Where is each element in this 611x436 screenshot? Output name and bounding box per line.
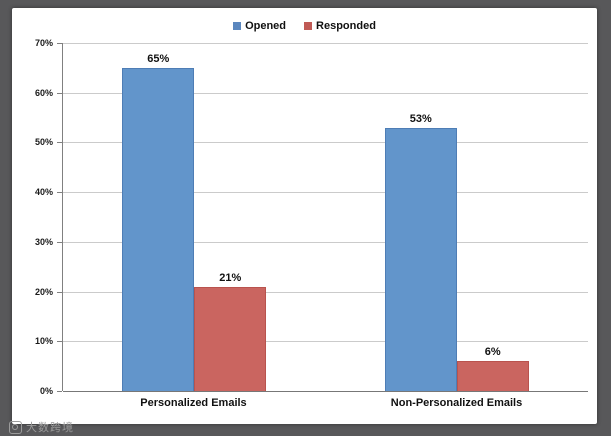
y-tick: 10%	[34, 336, 63, 347]
group-non-personalized: 53% 6%	[326, 43, 589, 391]
y-tick: 70%	[34, 38, 63, 48]
bar-column: 21%	[194, 43, 267, 391]
legend-label-responded: Responded	[316, 20, 376, 32]
legend-swatch-opened	[233, 22, 242, 30]
gridline	[63, 142, 588, 144]
legend-item-opened: Opened	[233, 20, 286, 32]
legend: Opened Responded	[12, 8, 597, 36]
y-tick: 20%	[34, 286, 63, 297]
bar-responded-non-personalized	[456, 361, 529, 391]
legend-label-opened: Opened	[245, 20, 287, 32]
group-personalized: 65% 21%	[63, 43, 326, 391]
x-axis: Personalized Emails Non-Personalized Ema…	[12, 397, 588, 409]
y-tick: 40%	[34, 187, 63, 198]
watermark: 大数跨境	[9, 419, 74, 435]
category-label-non-personalized: Non-Personalized Emails	[390, 397, 523, 409]
watermark-text: 大数跨境	[26, 422, 74, 434]
bar-column: 6%	[456, 43, 529, 391]
bar-value-label: 53%	[409, 112, 432, 125]
y-tick: 30%	[34, 236, 63, 247]
legend-item-responded: Responded	[304, 20, 376, 32]
category-label-personalized: Personalized Emails	[140, 397, 247, 409]
gridline	[63, 43, 588, 44]
bar-column: 53%	[384, 43, 457, 391]
bar-groups: 65% 21% 53% 6	[63, 43, 588, 391]
gridline	[63, 192, 588, 194]
legend-swatch-responded	[304, 22, 313, 30]
plot-area: 65% 21% 53% 6	[62, 43, 588, 392]
y-tick: 0%	[39, 386, 63, 396]
bar-opened-personalized	[122, 67, 195, 391]
bar-responded-personalized	[194, 286, 267, 391]
bar-value-label: 21%	[219, 271, 242, 284]
gridline	[63, 241, 588, 243]
gridline	[63, 92, 588, 94]
bar-value-label: 6%	[484, 346, 501, 359]
gridline	[63, 291, 588, 293]
bar-value-label: 65%	[147, 52, 170, 65]
y-tick: 60%	[34, 87, 63, 98]
bar-column: 65%	[122, 43, 195, 391]
y-axis: 70% 60% 50% 40% 30% 20% 10% 0%	[12, 38, 63, 396]
y-tick: 50%	[34, 137, 63, 148]
bar-opened-non-personalized	[384, 127, 457, 391]
chart-body: 70% 60% 50% 40% 30% 20% 10% 0%	[12, 38, 597, 396]
gridline	[63, 341, 588, 343]
x-axis-line	[63, 391, 588, 392]
chart-card: Opened Responded 70% 60% 50% 40% 30% 20%…	[12, 8, 597, 424]
watermark-logo-icon	[9, 420, 22, 434]
